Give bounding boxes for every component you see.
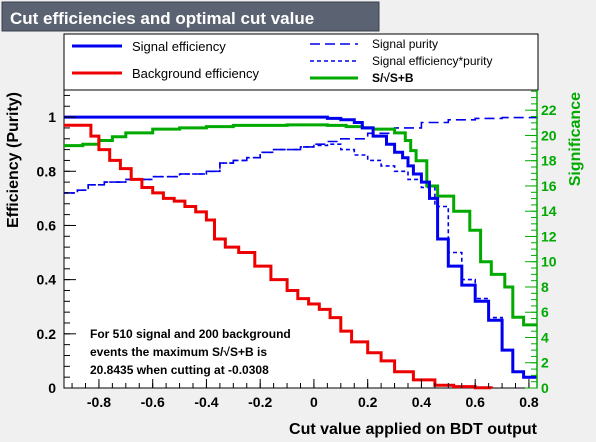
x-tick-label-3: -0.2	[248, 394, 272, 410]
legend: Signal efficiency Background efficiency …	[63, 33, 539, 91]
x-tick-label-0: -0.8	[87, 394, 111, 410]
axes-layer: -0.8 -0.6 -0.4 -0.2 0 0.2 0.4 0.6 0.800.20.40.60…	[37, 90, 557, 410]
x-tick-label-6: 0.4	[412, 394, 432, 410]
annotation-line-1: events the maximum S/√S+B is	[90, 345, 267, 359]
annotation-line-0: For 510 signal and 200 background	[90, 327, 291, 341]
title-box	[1, 1, 380, 32]
legend-label-2: Signal purity	[372, 37, 438, 51]
series-line-1	[64, 123, 493, 390]
x-tick-label-7: 0.6	[465, 394, 485, 410]
plot-area	[63, 89, 538, 389]
y2-tick-label-0: 0	[541, 380, 549, 396]
y-tick-label-2: 0.4	[37, 272, 57, 288]
legend-label-4: S/√S+B	[372, 71, 414, 85]
y-axis-title: Efficiency (Purity)	[5, 92, 22, 228]
y2-tick-label-9: 18	[541, 153, 557, 169]
annotation: For 510 signal and 200 background events…	[90, 327, 291, 377]
legend-label-1: Background efficiency	[132, 66, 259, 81]
y2-tick-label-7: 14	[541, 203, 557, 219]
y2-tick-label-1: 2	[541, 355, 549, 371]
y2-tick-label-10: 20	[541, 127, 557, 143]
legend-label-0: Signal efficiency	[132, 39, 226, 54]
series-layer	[64, 115, 538, 390]
y2-tick-label-6: 12	[541, 228, 557, 244]
y2-tick-label-8: 16	[541, 178, 557, 194]
series-line-2	[64, 116, 538, 194]
x-tick-label-4: 0	[310, 394, 318, 410]
legend-box	[63, 33, 539, 91]
y2-axis-title: Significance	[567, 92, 584, 186]
y2-tick-label-11: 22	[541, 102, 557, 118]
x-tick-label-1: -0.6	[141, 394, 165, 410]
legend-label-3: Signal efficiency*purity	[372, 54, 493, 68]
y-tick-label-0: 0	[48, 380, 56, 396]
series-line-3	[64, 143, 537, 378]
annotation-line-2: 20.8435 when cutting at -0.0308	[90, 363, 269, 377]
y2-tick-label-5: 10	[541, 254, 557, 270]
y2-tick-label-4: 8	[541, 279, 549, 295]
x-tick-label-2: -0.4	[194, 394, 218, 410]
y-tick-label-1: 0.2	[37, 326, 57, 342]
series-line-0	[64, 115, 537, 379]
x-axis-title: Cut value applied on BDT output	[289, 421, 538, 438]
chart-title: Cut efficiencies and optimal cut value	[10, 9, 314, 28]
y2-tick-label-3: 6	[541, 304, 549, 320]
x-tick-label-8: 0.8	[519, 394, 539, 410]
y2-tick-label-2: 4	[541, 329, 549, 345]
y-tick-label-3: 0.6	[37, 217, 57, 233]
y-tick-label-5: 1	[48, 109, 56, 125]
x-tick-label-5: 0.2	[358, 394, 378, 410]
y-tick-label-4: 0.8	[37, 163, 57, 179]
